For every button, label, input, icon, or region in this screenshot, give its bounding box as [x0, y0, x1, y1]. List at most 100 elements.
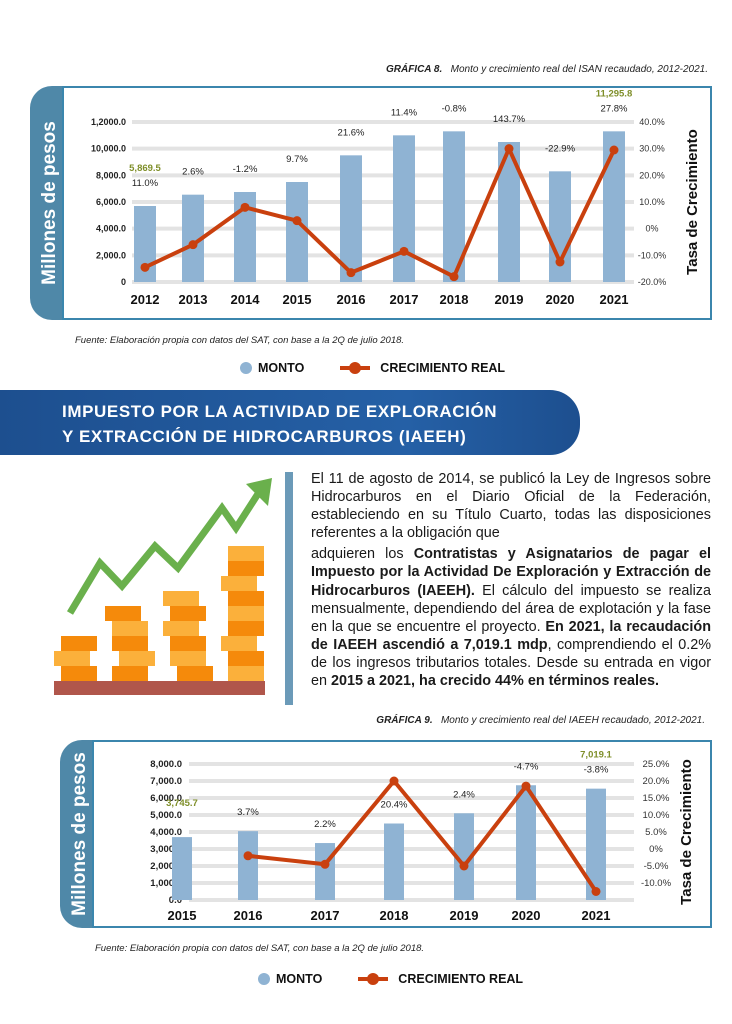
growth-label: 21.6% [338, 127, 365, 138]
bar-2017 [315, 843, 335, 900]
growth-point [346, 268, 356, 278]
text-run-bold: Contratistas y Asignatarios de pagar el … [311, 546, 711, 599]
bar-2021 [586, 788, 606, 900]
growth-label: 20.4% [381, 800, 408, 811]
y-tick-label: 0 [121, 277, 126, 287]
paragraph-2: adquieren los Contratistas y Asignatario… [311, 545, 711, 690]
section-title-line1: IMPUESTO POR LA ACTIVIDAD DE EXPLORACIÓN [62, 402, 498, 421]
y2-tick-label: 10.0% [639, 197, 665, 207]
section-banner: IMPUESTO POR LA ACTIVIDAD DE EXPLORACIÓN… [0, 390, 580, 455]
growth-point [240, 202, 250, 212]
y-tick-label: 6,000.0 [96, 197, 126, 207]
bar-2015 [286, 182, 308, 282]
x-tick-label: 2021 [600, 292, 629, 307]
x-tick-label: 2013 [179, 292, 208, 307]
x-tick-label: 2019 [495, 292, 524, 307]
text-run-bold: En 2021, la recaudación de IAEEH ascendi… [311, 618, 711, 653]
section-body: El 11 de agosto de 2014, se publicó la L… [311, 470, 711, 693]
y2-tick-label: 0% [645, 224, 658, 234]
y-tick-label: 2,000.0 [96, 250, 126, 260]
growth-label: 11.4% [391, 107, 418, 118]
y-tick-label: 10,000.0 [91, 144, 126, 154]
growth-label: 11.0% [132, 178, 159, 189]
y-tick-label: 4,000.0 [96, 224, 126, 234]
growth-label: -22.9% [545, 143, 576, 154]
bar-2015 [172, 837, 192, 900]
bar-2013 [182, 194, 204, 282]
text-run: El cálculo del impuesto se realiza mensu… [311, 582, 711, 635]
bar-2016 [238, 831, 258, 900]
growth-point [188, 240, 198, 250]
y-tick-label: 7,000.0 [150, 776, 182, 787]
chart9-frame: 0.0 1,000.0 2,000.0 3,000.0 4,000.0 5,000.0 6,… [92, 740, 712, 928]
legend-bar-swatch [240, 362, 252, 374]
chart8-caption-label: GRÁFICA 8. [385, 64, 443, 75]
chart9-caption: GRÁFICA 9. Monto y crecimiento real del … [376, 715, 705, 726]
chart9-caption-label: GRÁFICA 9. [376, 715, 433, 726]
chart8-frame: 0 2,000.0 4,000.0 6,000.0 8,000.0 10,000.0 1,2… [62, 86, 712, 320]
y-tick-label: 3,000.0 [150, 844, 182, 855]
y2-tick-label: 20.0% [639, 170, 665, 180]
y-tick-label: 5,000.0 [150, 810, 182, 821]
bar-2016 [340, 155, 362, 282]
growth-label: 2.6% [182, 167, 204, 178]
growth-point [459, 861, 469, 871]
growth-point [399, 246, 409, 256]
value-label: 11,295.8 [596, 88, 632, 99]
y2-tick-label: 25.0% [643, 759, 670, 770]
legend-bar-label: MONTO [258, 361, 305, 375]
growth-point [320, 859, 330, 869]
chart8-legend: MONTO CRECIMIENTO REAL [240, 361, 505, 375]
chart9-svg: 0.0 1,000.0 2,000.0 3,000.0 4,000.0 5,000.0 6,… [150, 750, 695, 923]
y-tick-label: 8,000.0 [96, 170, 126, 180]
y2-tick-label: 0% [649, 844, 663, 855]
x-tick-label: 2017 [390, 292, 419, 307]
growth-label: 27.8% [601, 103, 628, 114]
growth-label: -1.2% [233, 164, 258, 175]
bar-2019 [454, 813, 474, 900]
x-tick-label: 2017 [311, 908, 340, 923]
y2-tick-label: -10.0% [638, 250, 667, 260]
legend-bar-label: MONTO [276, 972, 323, 986]
bar-2018 [384, 823, 404, 900]
value-label: 7,019.1 [580, 750, 612, 761]
y2-tick-label: 30.0% [639, 144, 665, 154]
growth-arrow-icon [66, 484, 266, 615]
y-tick-label: 1,2000.0 [91, 117, 126, 127]
growth-label: 143.7% [493, 114, 526, 125]
x-tick-label: 2020 [512, 908, 541, 923]
y2-tick-label: 40.0% [639, 117, 665, 127]
growth-point [591, 887, 601, 896]
chart9-legend: MONTO CRECIMIENTO REAL [258, 972, 523, 986]
y-tick-label: 8,000.0 [150, 759, 182, 770]
growth-label: 9.7% [286, 154, 308, 165]
legend-bar-swatch [258, 973, 270, 985]
growth-label: 2.2% [314, 819, 336, 830]
growth-point [389, 776, 399, 786]
legend-line-swatch [358, 973, 389, 985]
y2-tick-label: 20.0% [643, 776, 670, 787]
y-tick-label: 4,000.0 [150, 827, 182, 838]
growth-label: 2.4% [453, 789, 475, 800]
y-tick-label: 2,000.0 [150, 861, 182, 872]
x-tick-label: 2015 [283, 292, 312, 307]
growth-label: -0.8% [442, 103, 467, 114]
y2-tick-label: 10.0% [643, 810, 670, 821]
growth-point [609, 145, 619, 155]
y-tick-label: 1,000.0 [150, 878, 182, 889]
y2-axis-title: Tasa de Crecimiento [678, 759, 695, 905]
bar-2014 [234, 192, 256, 282]
growth-label: -4.7% [514, 761, 539, 772]
growth-point [243, 851, 253, 861]
bar-2018 [443, 131, 465, 282]
x-tick-label: 2016 [234, 908, 263, 923]
section-title-line2: Y EXTRACCIÓN DE HIDROCARBUROS (IAEEH) [62, 427, 467, 446]
y2-tick-label: -5.0% [644, 861, 669, 872]
growth-point [521, 781, 531, 791]
legend-line-label: CRECIMIENTO REAL [398, 972, 524, 986]
y2-tick-label: -10.0% [641, 878, 672, 889]
bar-2020 [516, 785, 536, 900]
growth-line [247, 779, 598, 893]
y2-tick-label: -20.0% [638, 277, 667, 287]
growth-point [292, 216, 302, 226]
